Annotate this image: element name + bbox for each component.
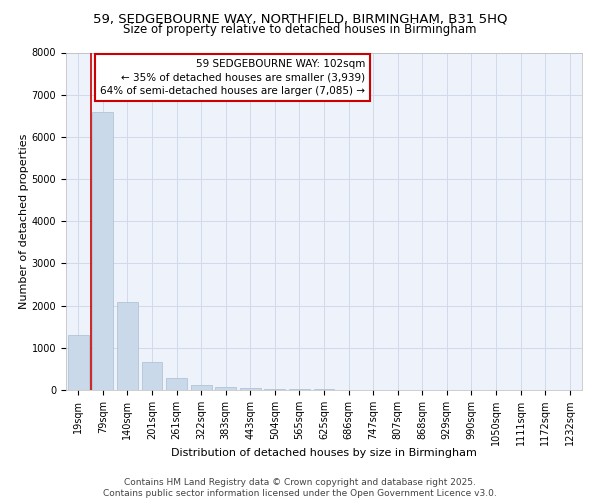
Bar [68,335,89,390]
Text: 59, SEDGEBOURNE WAY, NORTHFIELD, BIRMINGHAM, B31 5HQ: 59, SEDGEBOURNE WAY, NORTHFIELD, BIRMING… [93,12,507,26]
Text: 59 SEDGEBOURNE WAY: 102sqm
← 35% of detached houses are smaller (3,939)
64% of s: 59 SEDGEBOURNE WAY: 102sqm ← 35% of deta… [100,59,365,96]
Bar [289,389,310,390]
Y-axis label: Number of detached properties: Number of detached properties [19,134,29,309]
Bar [166,378,187,390]
X-axis label: Distribution of detached houses by size in Birmingham: Distribution of detached houses by size … [171,448,477,458]
Bar [191,384,212,390]
Bar [265,388,286,390]
Bar [117,302,138,390]
Text: Contains HM Land Registry data © Crown copyright and database right 2025.
Contai: Contains HM Land Registry data © Crown c… [103,478,497,498]
Bar [215,386,236,390]
Text: Size of property relative to detached houses in Birmingham: Size of property relative to detached ho… [123,22,477,36]
Bar [240,388,261,390]
Bar [142,362,163,390]
Bar [92,112,113,390]
